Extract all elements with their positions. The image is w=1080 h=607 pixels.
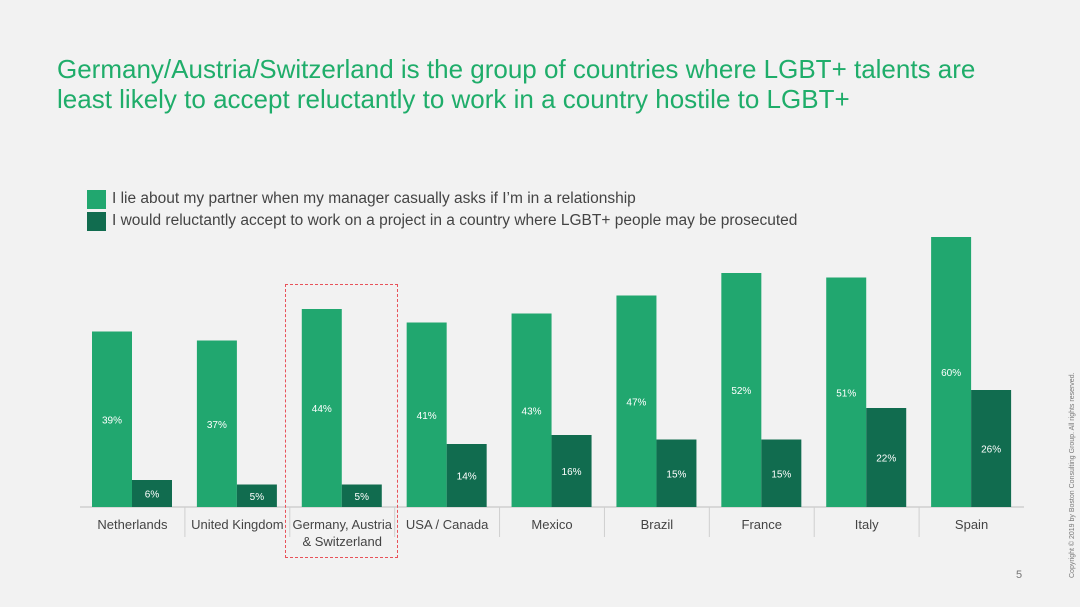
x-tick-label-6: France	[742, 517, 782, 532]
x-tick-label-1: United Kingdom	[191, 517, 284, 532]
legend-swatch-light	[87, 189, 106, 209]
legend-label-lie: I lie about my partner when my manager c…	[112, 190, 636, 207]
chart-legend: I lie about my partner when my manager c…	[87, 188, 797, 232]
bar-accept-2	[341, 484, 382, 507]
bar-lie-5	[616, 295, 657, 507]
data-label-lie-6: 52%	[731, 386, 751, 397]
bar-accept-5	[656, 439, 697, 507]
data-label-lie-2: 44%	[312, 404, 332, 415]
data-label-lie-5: 47%	[626, 397, 646, 408]
x-tick-label-7: Italy	[855, 517, 879, 532]
x-tick-label-2-line-1: & Switzerland	[302, 534, 381, 549]
data-label-lie-7: 51%	[836, 388, 856, 399]
x-tick-label-8: Spain	[955, 517, 988, 532]
x-tick-label-0: Netherlands	[97, 517, 168, 532]
bar-lie-7	[826, 277, 867, 507]
bar-accept-6	[761, 439, 802, 507]
data-label-accept-8: 26%	[981, 445, 1001, 456]
data-label-lie-1: 37%	[207, 420, 227, 431]
bar-lie-0	[92, 331, 132, 507]
data-label-lie-8: 60%	[941, 368, 961, 379]
data-label-accept-5: 15%	[666, 469, 686, 480]
x-tick-label-2-line-0: Germany, Austria	[292, 517, 392, 532]
x-tick-label-4: Mexico	[531, 517, 572, 532]
data-label-accept-7: 22%	[876, 454, 896, 465]
data-label-lie-3: 41%	[417, 411, 437, 422]
title-line-1: Germany/Austria/Switzerland is the group…	[57, 54, 976, 84]
bar-accept-1	[236, 484, 277, 507]
bar-lie-1	[196, 340, 237, 507]
data-label-accept-6: 15%	[771, 469, 791, 480]
highlight-box	[285, 284, 398, 558]
data-label-lie-0: 39%	[102, 415, 122, 426]
bar-lie-4	[511, 313, 552, 507]
legend-item-accept: I would reluctantly accept to work on a …	[87, 210, 797, 232]
bar-accept-0	[132, 480, 172, 507]
bar-lie-6	[721, 273, 762, 507]
data-label-accept-0: 6%	[145, 490, 160, 501]
bar-lie-8	[931, 237, 972, 507]
data-label-accept-4: 16%	[562, 467, 582, 478]
bar-lie-2	[301, 309, 342, 507]
bar-accept-7	[866, 408, 907, 507]
bar-accept-8	[971, 390, 1012, 507]
data-label-accept-1: 5%	[250, 492, 265, 503]
bar-lie-3	[406, 322, 447, 507]
legend-label-accept: I would reluctantly accept to work on a …	[112, 212, 798, 229]
bar-accept-3	[446, 444, 487, 507]
data-label-accept-2: 5%	[355, 492, 370, 503]
title-line-2: least likely to accept reluctantly to wo…	[57, 84, 850, 114]
legend-swatch-dark	[87, 211, 106, 231]
copyright-text: Copyright © 2019 by Boston Consulting Gr…	[1069, 372, 1076, 578]
bar-accept-4	[551, 435, 592, 507]
data-label-accept-3: 14%	[457, 472, 477, 483]
page-number: 5	[1016, 569, 1023, 581]
legend-item-lie: I lie about my partner when my manager c…	[87, 188, 797, 210]
page-title: Germany/Austria/Switzerland is the group…	[57, 54, 1057, 114]
data-label-lie-4: 43%	[522, 406, 542, 417]
x-tick-label-5: Brazil	[641, 517, 674, 532]
x-tick-label-3: USA / Canada	[406, 517, 489, 532]
